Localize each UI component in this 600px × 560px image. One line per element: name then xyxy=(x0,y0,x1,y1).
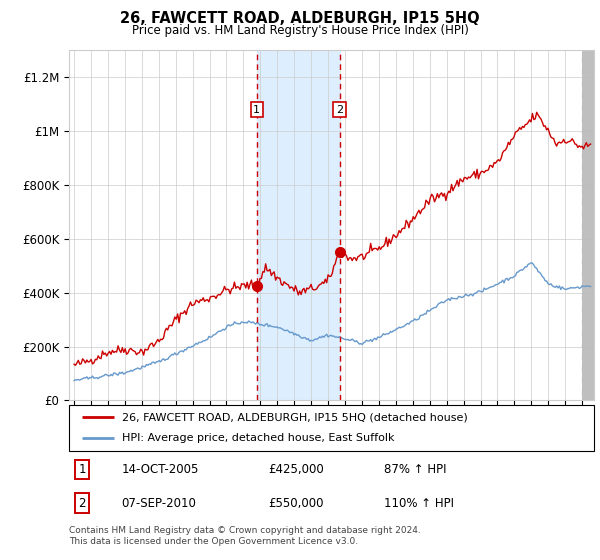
Text: 1: 1 xyxy=(79,463,86,476)
Text: Price paid vs. HM Land Registry's House Price Index (HPI): Price paid vs. HM Land Registry's House … xyxy=(131,24,469,36)
Text: 1: 1 xyxy=(253,105,260,115)
Text: 26, FAWCETT ROAD, ALDEBURGH, IP15 5HQ (detached house): 26, FAWCETT ROAD, ALDEBURGH, IP15 5HQ (d… xyxy=(121,412,467,422)
Text: £550,000: £550,000 xyxy=(269,497,324,510)
FancyBboxPatch shape xyxy=(69,405,594,451)
Text: HPI: Average price, detached house, East Suffolk: HPI: Average price, detached house, East… xyxy=(121,433,394,444)
Text: 26, FAWCETT ROAD, ALDEBURGH, IP15 5HQ: 26, FAWCETT ROAD, ALDEBURGH, IP15 5HQ xyxy=(120,11,480,26)
Text: 2: 2 xyxy=(336,105,343,115)
Text: 2: 2 xyxy=(79,497,86,510)
Text: Contains HM Land Registry data © Crown copyright and database right 2024.
This d: Contains HM Land Registry data © Crown c… xyxy=(69,526,421,546)
Text: 14-OCT-2005: 14-OCT-2005 xyxy=(121,463,199,476)
Text: 07-SEP-2010: 07-SEP-2010 xyxy=(121,497,196,510)
Bar xyxy=(257,50,340,400)
Text: 87% ↑ HPI: 87% ↑ HPI xyxy=(384,463,446,476)
Text: 110% ↑ HPI: 110% ↑ HPI xyxy=(384,497,454,510)
Text: £425,000: £425,000 xyxy=(269,463,324,476)
